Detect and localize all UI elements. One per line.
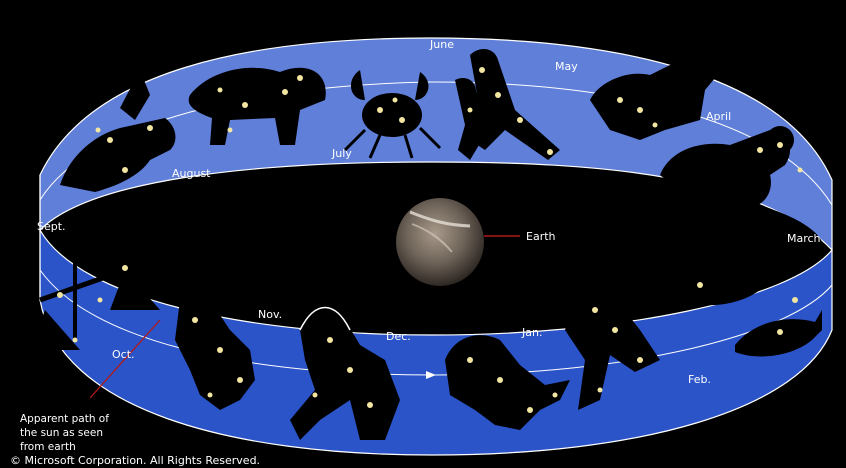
label-feb: Feb. bbox=[688, 373, 711, 386]
gemini-figure bbox=[455, 48, 560, 160]
leo-figure bbox=[188, 67, 326, 145]
label-dec: Dec. bbox=[386, 330, 411, 343]
earth-clouds-2 bbox=[411, 223, 453, 253]
capricorn-figure bbox=[445, 335, 570, 430]
aries-figure bbox=[660, 126, 803, 210]
caption-line-1: Apparent path of bbox=[20, 413, 109, 425]
label-nov: Nov. bbox=[258, 308, 282, 321]
copyright-text: © Microsoft Corporation. All Rights Rese… bbox=[10, 454, 260, 467]
earth-globe bbox=[396, 198, 484, 286]
scorpio-figure bbox=[175, 292, 255, 410]
pisces-figure bbox=[680, 262, 822, 357]
sagittarius-figure bbox=[290, 306, 400, 440]
label-sept: Sept. bbox=[37, 220, 66, 233]
label-april: April bbox=[706, 110, 731, 123]
virgo-figure bbox=[60, 70, 176, 192]
label-july: July bbox=[331, 147, 352, 160]
caption-pointer bbox=[89, 319, 161, 399]
libra-figure bbox=[30, 248, 160, 350]
label-march: March bbox=[787, 232, 821, 245]
label-jan: Jan. bbox=[521, 326, 542, 339]
label-june: June bbox=[429, 38, 454, 51]
aquarius-figure bbox=[565, 288, 660, 410]
sun-path-arrow bbox=[426, 371, 436, 379]
earth-clouds bbox=[409, 210, 471, 228]
cancer-figure bbox=[343, 70, 442, 159]
caption-line-3: from earth bbox=[20, 441, 76, 453]
label-earth: Earth bbox=[526, 230, 556, 243]
label-august: August bbox=[172, 167, 211, 180]
taurus-figure bbox=[590, 55, 720, 140]
label-may: May bbox=[555, 60, 578, 73]
label-oct: Oct. bbox=[112, 348, 135, 361]
caption-line-2: the sun as seen bbox=[20, 427, 103, 439]
